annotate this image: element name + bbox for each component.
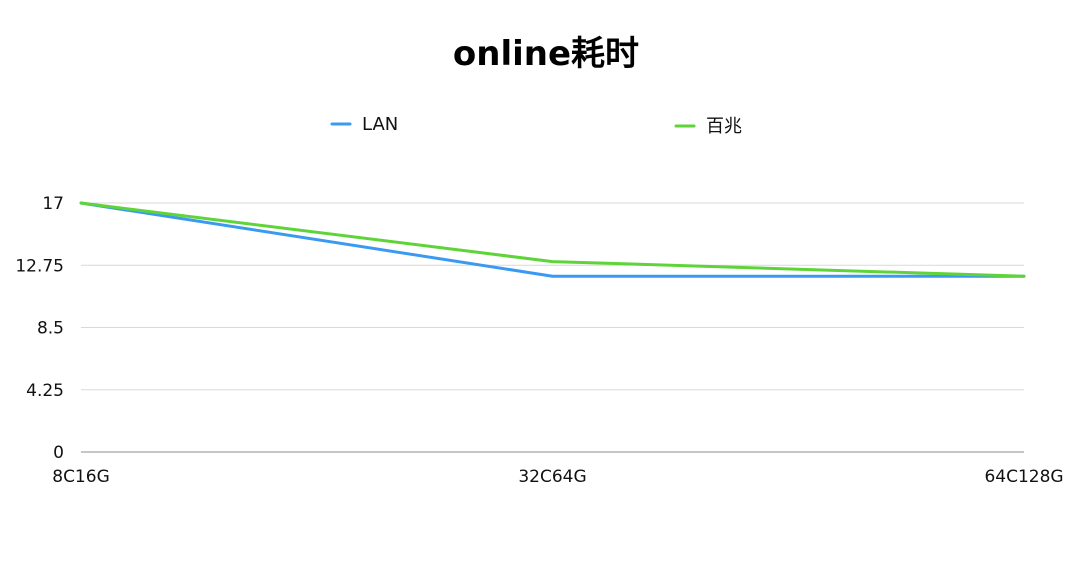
y-tick-label: 0 [53, 443, 64, 463]
legend-label: 百兆 [706, 116, 742, 137]
chart-title: online耗时 [453, 34, 639, 74]
series-line-0 [79, 201, 1026, 278]
y-axis: 0 4.25 8.5 12.75 17 [15, 194, 64, 463]
legend-item: LAN [330, 114, 398, 135]
x-tick-label: 8C16G [52, 467, 110, 487]
y-tick-label: 4.25 [26, 381, 64, 401]
y-tick-label: 12.75 [15, 256, 64, 276]
series-line-1 [79, 201, 1026, 278]
y-tick-label: 17 [42, 194, 64, 214]
gridlines [81, 202, 1024, 453]
legend-item: 百兆 [674, 116, 742, 137]
x-tick-label: 64C128G [984, 467, 1063, 487]
legend: LAN 百兆 [330, 114, 742, 137]
legend-label: LAN [362, 114, 398, 135]
series-lines [79, 201, 1026, 278]
y-tick-label: 8.5 [37, 319, 64, 339]
x-tick-label: 32C64G [518, 467, 586, 487]
x-axis: 8C16G 32C64G 64C128G [52, 467, 1063, 487]
